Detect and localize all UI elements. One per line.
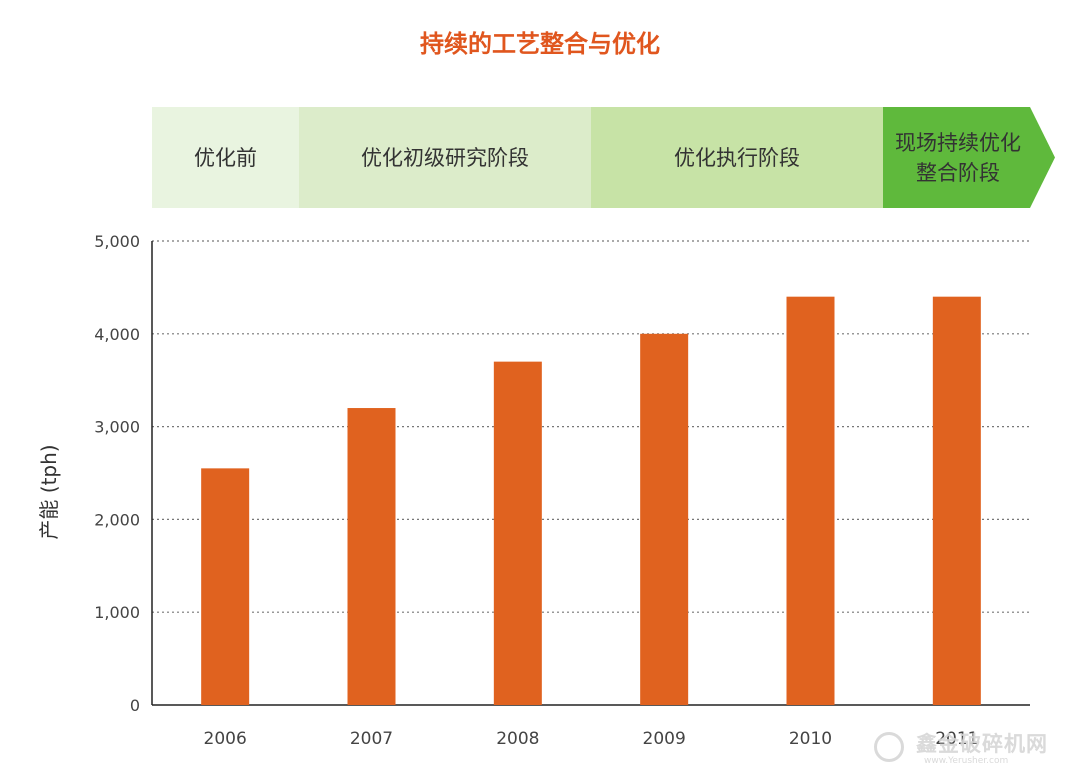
- y-tick-label: 4,000: [94, 325, 140, 344]
- phase-text-3: 优化执行阶段: [674, 145, 800, 170]
- watermark: 鑫金破碎机网 www.Yerusher.com: [872, 724, 1072, 772]
- y-tick-label: 0: [130, 696, 140, 715]
- phase-label-2: 优化初级研究阶段: [299, 107, 591, 208]
- y-tick-label: 3,000: [94, 418, 140, 437]
- bar-2011: [932, 296, 981, 705]
- x-tick-label: 2009: [643, 729, 686, 749]
- bar-2006: [201, 468, 250, 705]
- x-tick-label: 2007: [350, 729, 393, 749]
- phase-label-1: 优化前: [152, 107, 299, 208]
- x-tick-label: 2010: [789, 729, 832, 749]
- bar-2009: [640, 333, 689, 705]
- phase-block-3: [591, 107, 883, 208]
- y-tick-label: 1,000: [94, 603, 140, 622]
- bar-2010: [786, 296, 835, 705]
- watermark-subtext: www.Yerusher.com: [924, 756, 1009, 766]
- bar-2008: [493, 361, 542, 705]
- y-tick-label: 2,000: [94, 510, 140, 529]
- x-tick-label: 2008: [496, 729, 539, 749]
- phase-block-1: [152, 107, 299, 208]
- watermark-text: 鑫金破碎机网: [916, 732, 1048, 756]
- y-tick-label: 5,000: [94, 232, 140, 251]
- bar-2007: [347, 408, 396, 705]
- phase-text-2: 优化初级研究阶段: [361, 145, 529, 170]
- x-tick-label: 2006: [204, 729, 247, 749]
- phase-text-4: 现场持续优化整合阶段: [895, 130, 1021, 185]
- phase-label-4: 现场持续优化整合阶段: [883, 107, 1033, 208]
- phase-block-2: [299, 107, 591, 208]
- phase-block-4-arrow: [883, 107, 1055, 208]
- x-tick-label: 2011: [935, 729, 978, 749]
- watermark-logo-icon: [874, 732, 904, 762]
- phase-label-3: 优化执行阶段: [591, 107, 883, 208]
- y-axis-label: 产能 (tph): [37, 444, 61, 540]
- page-title: 持续的工艺整合与优化: [420, 30, 660, 58]
- phase-text-1: 优化前: [194, 145, 257, 170]
